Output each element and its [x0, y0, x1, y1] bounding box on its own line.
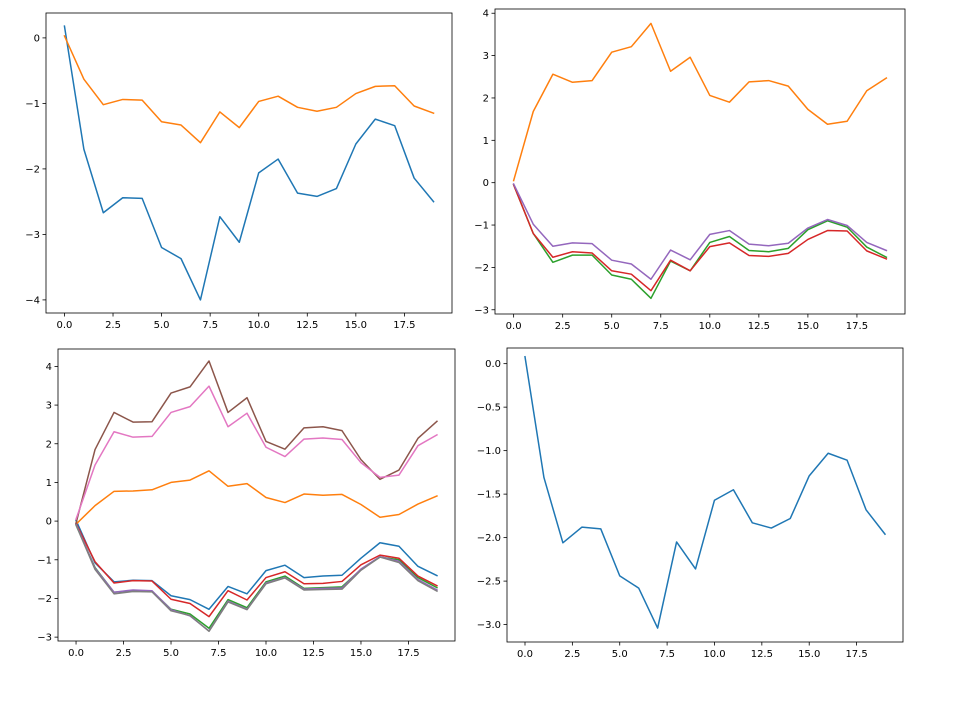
y-tick-label: 2 — [46, 439, 52, 450]
series-group — [63, 25, 435, 301]
y-tick-label: 0.0 — [485, 359, 501, 370]
y-tick-label: 0 — [483, 178, 489, 189]
y-tick-label: −3.0 — [477, 620, 501, 631]
subplot-bottom-left: 0.0 2.5 5.0 7.5 10.0 12.5 15.0 17.5 4 3 2 1 0 −1 −2 −3 — [37, 348, 456, 659]
series-line-c4 — [512, 182, 888, 281]
y-tick-label: 0 — [46, 517, 52, 528]
x-tick-label: 12.5 — [748, 321, 770, 332]
x-tick-label: 7.5 — [202, 320, 218, 331]
x-tick-label: 7.5 — [211, 648, 227, 659]
series-group — [512, 22, 888, 300]
x-tick-label: 2.5 — [564, 649, 580, 660]
x-tick-label: 12.5 — [296, 320, 318, 331]
x-tick-label: 17.5 — [397, 648, 419, 659]
x-tick-label: 10.0 — [703, 649, 725, 660]
y-tick-label: −2 — [474, 263, 489, 274]
series-line-c0 — [63, 25, 435, 301]
axes-frame — [506, 347, 904, 643]
x-tick-label: 12.5 — [302, 648, 324, 659]
series-line-c3 — [512, 183, 888, 292]
y-tick-label: −1 — [25, 99, 40, 110]
y-tick-label: 1 — [46, 478, 52, 489]
subplot-bottom-right: 0.0 2.5 5.0 7.5 10.0 12.5 15.0 17.5 0.0 −0.5 −1.0 −… — [477, 347, 904, 660]
series-line-c2 — [512, 183, 888, 300]
y-tick-label: −3 — [37, 633, 52, 644]
y-tick-label: 2 — [483, 93, 489, 104]
y-tick-label: −3 — [474, 305, 489, 316]
subplot-top-right: 0.0 2.5 5.0 7.5 10.0 12.5 15.0 17.5 4 3 2 1 0 −1 −2 −3 — [474, 8, 906, 332]
x-tick-label: 15.0 — [798, 649, 820, 660]
y-tick-label: 3 — [46, 401, 52, 412]
axes-frame — [57, 348, 456, 642]
series-line-c1 — [512, 22, 888, 182]
x-tick-label: 5.0 — [163, 648, 179, 659]
x-tick-label: 0.0 — [68, 648, 84, 659]
x-tick-label: 0.0 — [506, 321, 522, 332]
subplot-top-left: 0.0 2.5 5.0 7.5 10.0 12.5 15.0 17.5 0 −1 −2 −3 −4 — [25, 12, 453, 331]
y-tick-label: −2 — [25, 164, 40, 175]
y-tick-label: −4 — [25, 295, 40, 306]
x-tick-label: 0.0 — [517, 649, 533, 660]
x-tick-label: 12.5 — [751, 649, 773, 660]
axes-frame — [494, 8, 906, 315]
x-tick-label: 10.0 — [255, 648, 277, 659]
series-line-c5 — [75, 360, 439, 524]
y-tick-label: −1 — [474, 221, 489, 232]
x-tick-label: 15.0 — [797, 321, 819, 332]
y-tick-label: 1 — [483, 136, 489, 147]
x-tick-label: 0.0 — [57, 320, 73, 331]
series-line-c0 — [524, 355, 887, 629]
y-tick-label: −1 — [37, 555, 52, 566]
x-tick-label: 10.0 — [699, 321, 721, 332]
series-line-c7 — [75, 523, 438, 633]
y-tick-label: −0.5 — [477, 403, 501, 414]
x-tick-label: 17.5 — [846, 321, 868, 332]
x-tick-label: 5.0 — [154, 320, 170, 331]
y-tick-label: 3 — [483, 51, 489, 62]
series-line-c1 — [74, 470, 438, 526]
series-group — [74, 360, 439, 633]
x-tick-label: 10.0 — [248, 320, 270, 331]
series-group — [524, 355, 887, 629]
x-tick-label: 17.5 — [845, 649, 867, 660]
x-tick-label: 7.5 — [653, 321, 669, 332]
series-line-c3 — [75, 522, 438, 618]
x-tick-label: 5.0 — [612, 649, 628, 660]
x-tick-label: 2.5 — [105, 320, 121, 331]
x-tick-label: 2.5 — [116, 648, 132, 659]
y-tick-label: −1.0 — [477, 446, 501, 457]
y-tick-label: −1.5 — [477, 490, 501, 501]
y-tick-label: 4 — [483, 9, 489, 20]
series-line-c6 — [75, 385, 438, 521]
x-tick-label: 2.5 — [555, 321, 571, 332]
y-tick-label: −3 — [25, 230, 40, 241]
y-tick-label: −2.0 — [477, 533, 501, 544]
x-tick-label: 15.0 — [345, 320, 367, 331]
y-tick-label: −2 — [37, 594, 52, 605]
x-tick-label: 17.5 — [393, 320, 415, 331]
x-tick-label: 15.0 — [350, 648, 372, 659]
series-line-c1 — [63, 34, 435, 144]
x-tick-label: 5.0 — [604, 321, 620, 332]
y-tick-label: −2.5 — [477, 577, 501, 588]
y-tick-label: 0 — [34, 33, 40, 44]
axes-frame — [45, 12, 453, 314]
x-tick-label: 7.5 — [659, 649, 675, 660]
y-tick-label: 4 — [46, 362, 52, 373]
